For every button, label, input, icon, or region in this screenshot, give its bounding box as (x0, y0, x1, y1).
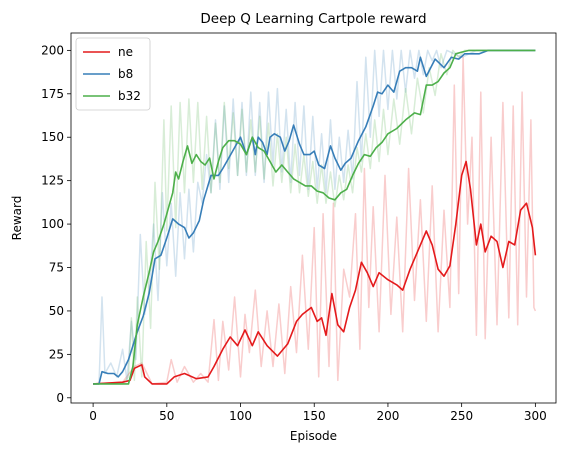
plot-frame (70, 32, 557, 404)
x-axis-ticks: 0 50 100 150 200 250 300 (89, 403, 547, 423)
series-b32-smoothed-line (93, 49, 536, 385)
legend-label-b32: b32 (118, 89, 141, 103)
raw-series-layer (93, 49, 537, 385)
y-tick-label: 125 (41, 174, 64, 188)
y-tick-label: 150 (41, 130, 64, 144)
y-tick-label: 0 (56, 391, 64, 405)
x-tick-label: 0 (89, 409, 97, 423)
y-tick-label: 75 (49, 261, 64, 275)
y-tick-label: 25 (49, 347, 64, 361)
y-tick-label: 100 (41, 217, 64, 231)
x-tick-label: 300 (524, 409, 547, 423)
series-b32-raw-line (93, 49, 536, 385)
y-tick-label: 175 (41, 87, 64, 101)
y-tick-label: 50 (49, 304, 64, 318)
series-b8-smoothed-line (93, 49, 536, 385)
y-axis-label: Reward (10, 196, 24, 241)
legend-label-ne: ne (118, 45, 133, 59)
y-axis-ticks: 0 25 50 75 100 125 150 175 200 (41, 43, 71, 405)
x-tick-label: 150 (303, 409, 326, 423)
series-ne-raw-line (93, 56, 537, 385)
x-axis-label: Episode (290, 429, 337, 443)
legend-label-b8: b8 (118, 67, 133, 81)
x-tick-label: 200 (376, 409, 399, 423)
smoothed-series-layer (93, 49, 537, 385)
x-tick-label: 100 (229, 409, 252, 423)
x-tick-label: 250 (450, 409, 473, 423)
y-tick-label: 200 (41, 43, 64, 57)
series-ne-smoothed-line (93, 160, 537, 385)
series-b8-raw-line (93, 49, 536, 385)
chart-title: Deep Q Learning Cartpole reward (200, 11, 426, 27)
legend-box (75, 37, 151, 111)
legend: ne b8 b32 (75, 37, 151, 111)
x-tick-label: 50 (159, 409, 174, 423)
